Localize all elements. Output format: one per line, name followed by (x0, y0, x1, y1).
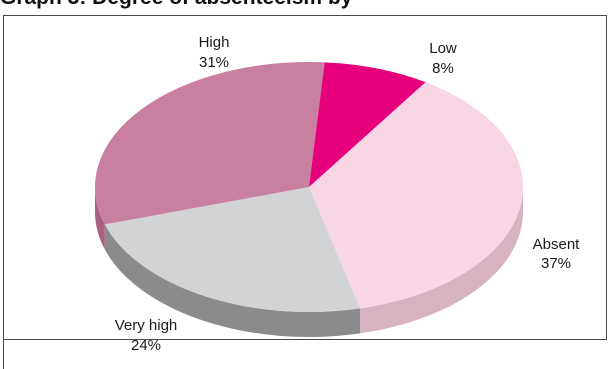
pie-slice-absent (309, 82, 523, 309)
pie-side-very-high (104, 224, 361, 337)
slice-value-absent: 37% (541, 255, 571, 272)
slice-label-low: Low (429, 40, 457, 57)
pie-slice-very-high (104, 187, 361, 313)
frame-edge (3, 339, 4, 369)
slice-label-absent: Absent (533, 236, 581, 253)
slice-label-high: High (199, 34, 230, 51)
pie-side-high (95, 187, 105, 250)
chart-title: Graph 3: Degree of absenteeism by (0, 0, 352, 8)
slice-value-low: 8% (432, 60, 454, 77)
pie-slice-low (309, 62, 426, 187)
slice-value-high: 31% (199, 54, 229, 71)
pie-side-absent (360, 187, 523, 334)
slice-label-very-high: Very high (115, 317, 178, 334)
slice-value-very-high: 24% (131, 337, 161, 354)
pie-slice-high (95, 61, 325, 225)
